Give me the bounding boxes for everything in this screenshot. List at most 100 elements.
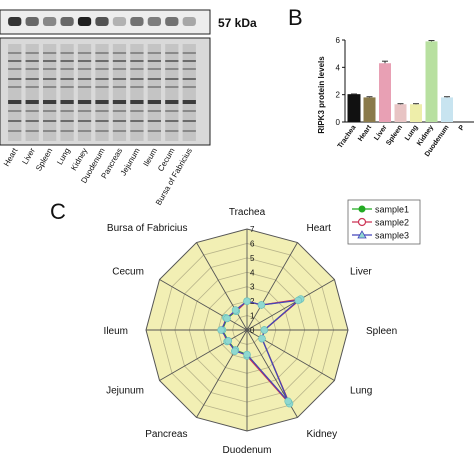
bar (425, 41, 438, 122)
radar-r-tick-label: 4 (250, 268, 255, 277)
gel-lane (147, 44, 161, 141)
radar-point (224, 337, 232, 345)
radar-axis-label: Lung (350, 386, 372, 397)
gel-band (95, 120, 109, 122)
radar-axis-label: Trachea (229, 207, 266, 218)
radar-point (258, 334, 266, 343)
bar-y-ticks: 0 2 4 6 (336, 36, 345, 127)
gel-band (147, 60, 161, 62)
gel-band (77, 68, 92, 70)
gel-band (147, 86, 161, 88)
gel-band (130, 100, 144, 104)
radar-spoke (159, 279, 248, 331)
gel-band (25, 52, 39, 54)
gel-band (130, 60, 144, 62)
radar-axis-label: Kidney (307, 429, 338, 440)
gel-band (43, 68, 57, 70)
bar-group (347, 40, 453, 123)
radar-point (223, 314, 231, 323)
bar-x-tick-label: Heart (357, 124, 373, 143)
gel-band (43, 60, 57, 62)
radar-axis-labels: Trachea Heart Liver Spleen Lung Kidney Duodenu… (104, 207, 398, 456)
gel-band (77, 130, 92, 132)
radar-point (284, 397, 292, 405)
gel-band (8, 86, 22, 88)
gel-band (112, 78, 127, 80)
gel-band (77, 78, 92, 80)
gel-lane (8, 44, 22, 141)
gel-band (95, 110, 109, 112)
gel-band (60, 100, 74, 104)
gel-band (165, 68, 179, 70)
bar (394, 104, 407, 122)
gel-band (77, 110, 92, 112)
radar-r-tick-label: 0 (250, 326, 255, 335)
gel-band (77, 120, 92, 122)
legend-label: sample3 (375, 231, 409, 241)
gel-band (77, 100, 92, 104)
bar-y-tick-label: 2 (336, 91, 341, 100)
gel-band (147, 52, 161, 54)
bar-y-tick-label: 0 (336, 118, 341, 127)
gel-band (77, 52, 92, 54)
legend-items: sample1 sample2 sample3 (352, 205, 409, 241)
radar-grid (145, 228, 349, 432)
gel-band (8, 110, 22, 112)
gel-band (182, 52, 196, 54)
gel-band (43, 130, 57, 132)
radar-point (294, 296, 302, 305)
radar-r-tick-label: 6 (250, 239, 255, 248)
bar (410, 104, 422, 122)
radar-r-tick-label: 3 (250, 283, 255, 292)
blot-band (77, 17, 92, 26)
blot-band (182, 17, 196, 26)
radar-axis-label: Heart (307, 223, 332, 234)
gel-band (25, 60, 39, 62)
bar-x-tick-label: P (458, 124, 467, 132)
gel-band (165, 130, 179, 132)
gel-band (43, 78, 57, 80)
gel-band (25, 100, 39, 104)
gel-band (130, 86, 144, 88)
lane-label: Bursa of Fabricius (154, 147, 194, 207)
bar-y-tick-label: 4 (336, 63, 341, 72)
gel-band (112, 68, 127, 70)
gel-lane (25, 44, 39, 141)
blot-band (112, 17, 127, 26)
gel-band (25, 68, 39, 70)
legend-marker (357, 217, 367, 227)
radar-r-tick-label: 7 (250, 225, 255, 234)
blot-band (60, 17, 74, 26)
radar-point (243, 297, 251, 305)
gel-band (130, 68, 144, 70)
gel-lanes (8, 44, 196, 141)
lane-label: Heart (2, 146, 20, 168)
gel-band (165, 52, 179, 54)
blot-band (8, 17, 22, 26)
blot-band (95, 17, 109, 26)
gel-band (60, 86, 74, 88)
gel-band (95, 130, 109, 132)
gel-band (8, 68, 22, 70)
panel-c-label: C (50, 199, 66, 224)
gel-band (95, 100, 109, 104)
blot-kda-label: 57 kDa (218, 16, 257, 30)
gel-band (112, 60, 127, 62)
gel-band (25, 120, 39, 122)
bar (363, 97, 376, 122)
gel-band (25, 86, 39, 88)
bar-y-tick-label: 6 (336, 36, 341, 45)
gel-band (112, 120, 127, 122)
lane-label: Liver (20, 146, 37, 166)
gel-band (43, 110, 57, 112)
gel-lane (165, 44, 179, 141)
gel-band (60, 120, 74, 122)
gel-band (147, 120, 161, 122)
gel-band (8, 78, 22, 80)
blot-band (147, 17, 161, 26)
gel-band (165, 86, 179, 88)
legend-label: sample2 (375, 218, 409, 228)
gel-band (8, 60, 22, 62)
